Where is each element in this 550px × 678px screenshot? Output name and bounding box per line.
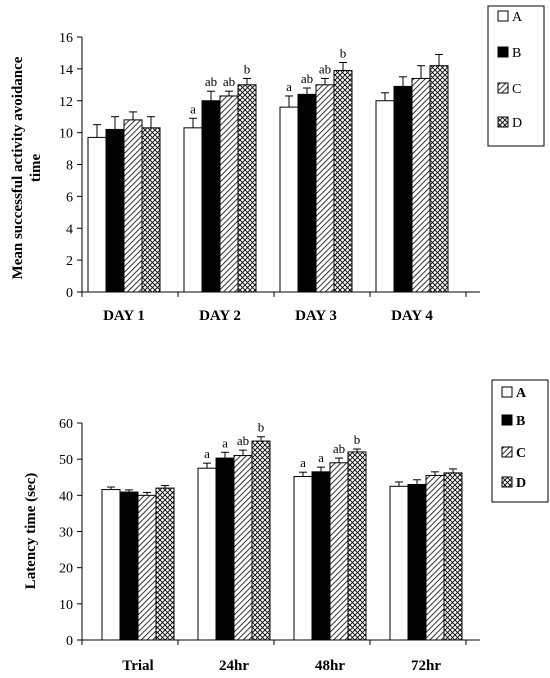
chart2-legend-label-B: B — [516, 414, 525, 429]
chart2-significance-label: a — [222, 435, 228, 450]
chart2-y-tick-label: 50 — [59, 453, 73, 468]
chart1-bar-D-3 — [333, 69, 353, 293]
chart1-y-tick-label: 4 — [66, 222, 73, 237]
chart-1: Mean successful activity avoidance time … — [10, 5, 545, 324]
chart2-category-label: 72hr — [411, 658, 441, 674]
chart1-legend: A B C D — [487, 5, 545, 147]
chart2-bar-C-4 — [425, 474, 445, 641]
chart1-legend-swatch-D — [497, 116, 509, 128]
chart2-legend-swatch-A — [501, 386, 513, 398]
chart1-bar-A-3 — [279, 106, 299, 293]
chart1-significance-label: ab — [205, 74, 217, 89]
chart2-y-axis-label: Latency time (sec) — [23, 473, 39, 590]
chart2-legend-label-A: A — [516, 386, 527, 401]
chart1-legend-swatch-C — [497, 82, 509, 94]
chart2-legend-box — [491, 379, 549, 503]
chart1-significance-label: ab — [223, 74, 235, 89]
chart-2: Latency time (sec) 0102030405060aaaaabab… — [23, 379, 549, 674]
chart1-bar-C-3 — [315, 84, 335, 293]
chart2-bar-D-3 — [347, 451, 367, 641]
chart1-y-tick-label: 2 — [66, 254, 73, 269]
chart2-bar-C-2 — [233, 455, 253, 641]
chart1-significance-label: b — [340, 46, 347, 61]
chart2-legend: AB CD — [491, 379, 549, 503]
chart1-bar-A-2 — [183, 127, 203, 293]
chart1-bar-A-4 — [375, 100, 395, 293]
chart2-significance-label: a — [318, 450, 324, 465]
chart2-bar-C-3 — [329, 462, 349, 641]
chart1-bar-D-4 — [429, 65, 449, 293]
chart1-category-label: DAY 4 — [391, 308, 433, 324]
chart1-y-tick-label: 6 — [66, 190, 73, 205]
chart1-category-label: DAY 1 — [103, 308, 145, 324]
chart2-y-tick-label: 10 — [59, 598, 73, 613]
chart2-bar-A-3 — [293, 476, 313, 641]
chart1-significance-label: a — [286, 79, 292, 94]
chart1-bar-B-3 — [297, 93, 317, 293]
chart2-legend-label-D: D — [516, 476, 526, 491]
chart1-legend-label-B: B — [512, 46, 521, 61]
chart2-bar-B-4 — [407, 483, 427, 641]
chart1-significance-label: ab — [319, 61, 331, 76]
chart2-significance-label: b — [258, 420, 265, 435]
chart2-significance-label: a — [204, 446, 210, 461]
chart1-y-tick-label: 0 — [66, 286, 73, 301]
chart1-legend-swatch-A — [497, 10, 509, 22]
chart1-bar-A-1 — [87, 136, 107, 293]
chart2-bar-D-4 — [443, 472, 463, 641]
chart1-y-tick-label: 16 — [59, 31, 73, 46]
chart2-y-tick-label: 60 — [59, 417, 73, 432]
chart2-significance-label: a — [300, 455, 306, 470]
chart2-category-label: 48hr — [315, 658, 345, 674]
chart2-legend-swatch-D — [501, 476, 513, 488]
chart1-y-tick-label: 10 — [59, 127, 73, 142]
chart2-y-tick-label: 20 — [59, 562, 73, 577]
chart2-significance-label: b — [354, 432, 361, 447]
chart2-y-tick-label: 0 — [66, 634, 73, 649]
chart2-bar-A-2 — [197, 467, 217, 641]
chart1-bar-C-4 — [411, 77, 431, 293]
chart1-y-tick-label: 14 — [59, 63, 73, 78]
chart1-legend-box — [487, 5, 545, 147]
chart1-bar-B-4 — [393, 85, 413, 293]
chart2-bar-B-1 — [119, 491, 139, 641]
chart2-category-label: Trial — [122, 658, 153, 674]
chart2-bar-D-1 — [155, 487, 175, 641]
chart1-bar-C-2 — [219, 95, 239, 293]
chart1-legend-label-D: D — [512, 116, 522, 131]
chart2-legend-swatch-C — [501, 446, 513, 458]
chart1-category-label: DAY 3 — [295, 308, 337, 324]
chart1-y-axis-label-line2: time — [28, 154, 44, 183]
chart2-significance-label: ab — [333, 441, 345, 456]
chart1-bar-B-1 — [105, 128, 125, 293]
chart1-bar-C-1 — [123, 119, 143, 293]
chart2-bar-B-3 — [311, 471, 331, 641]
chart1-y-axis-label: Mean successful activity avoidance — [10, 56, 26, 279]
chart1-significance-label: ab — [301, 71, 313, 86]
chart2-bar-B-2 — [215, 457, 235, 641]
chart2-y-tick-label: 30 — [59, 526, 73, 541]
chart1-significance-label: a — [190, 101, 196, 116]
chart2-bar-D-2 — [251, 440, 271, 641]
chart1-bar-D-1 — [141, 127, 161, 293]
chart2-category-label: 24hr — [219, 658, 249, 674]
chart1-significance-label: b — [244, 61, 251, 76]
chart2-bar-C-1 — [137, 494, 157, 641]
chart1-bar-D-2 — [237, 84, 257, 293]
chart2-legend-swatch-B — [501, 414, 513, 426]
chart1-bar-B-2 — [201, 100, 221, 293]
chart1-y-tick-label: 8 — [66, 159, 73, 174]
chart1-legend-label-A: A — [512, 10, 523, 25]
chart2-significance-label: ab — [237, 433, 249, 448]
chart1-legend-swatch-B — [497, 46, 509, 58]
chart2-legend-label-C: C — [516, 446, 526, 461]
chart1-category-label: DAY 2 — [199, 308, 241, 324]
chart2-bar-A-4 — [389, 485, 409, 641]
chart2-y-tick-label: 40 — [59, 489, 73, 504]
chart2-bar-A-1 — [101, 489, 121, 641]
chart1-y-tick-label: 12 — [59, 95, 73, 110]
chart1-legend-label-C: C — [512, 82, 521, 97]
